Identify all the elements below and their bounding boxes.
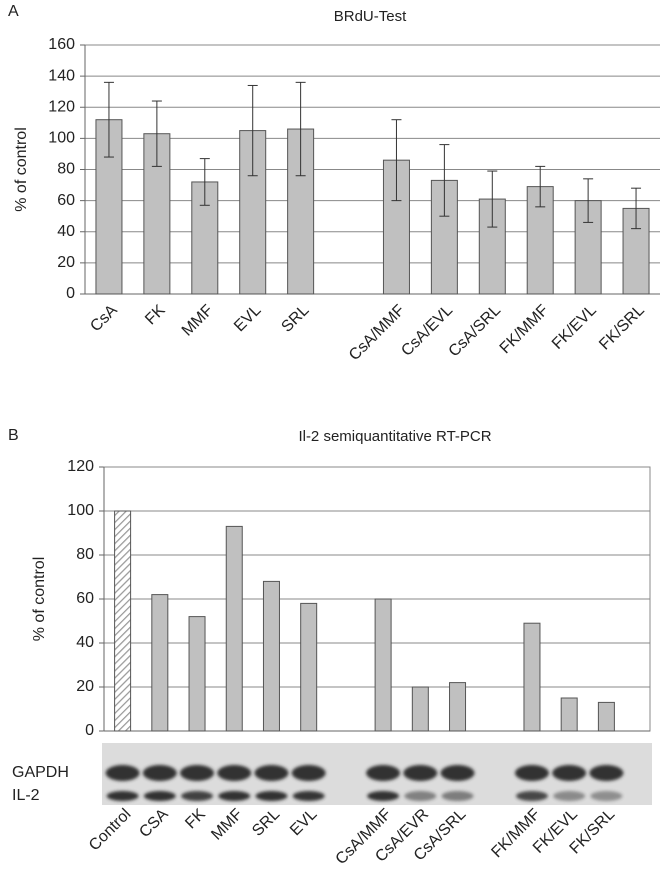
gel-band <box>367 791 399 801</box>
panel-label: B <box>8 427 19 444</box>
bar <box>598 702 614 731</box>
gel-band <box>441 765 475 781</box>
y-tick-label: 0 <box>66 285 75 302</box>
gel-band <box>181 791 213 801</box>
bar <box>412 687 428 731</box>
y-tick-label: 140 <box>48 67 75 84</box>
bar <box>375 599 391 731</box>
bar <box>524 623 540 731</box>
gel-band <box>552 765 586 781</box>
bar <box>301 603 317 731</box>
x-tick-label: SRL <box>249 806 283 840</box>
x-tick-label: FK/MMF <box>497 302 553 358</box>
bar <box>152 595 168 731</box>
y-tick-label: 0 <box>85 722 94 739</box>
x-tick-label: SRL <box>278 302 312 336</box>
x-tick-label: FK <box>182 806 209 833</box>
bar <box>450 683 466 731</box>
x-tick-label: MMF <box>179 302 217 340</box>
gel-band <box>293 791 325 801</box>
gel-band <box>590 791 622 801</box>
gel-band <box>403 765 437 781</box>
x-tick-label: EVL <box>231 302 264 335</box>
y-tick-label: 120 <box>48 98 75 115</box>
bar <box>189 617 205 731</box>
x-tick-label: FK/SRL <box>596 302 648 354</box>
y-tick-label: 80 <box>76 546 94 563</box>
gel-band <box>107 791 139 801</box>
x-tick-label: CsA/SRL <box>446 302 505 361</box>
gel-band <box>143 765 177 781</box>
gel-band <box>255 791 287 801</box>
gel-band <box>366 765 400 781</box>
y-tick-label: 40 <box>57 223 75 240</box>
chart-title: BRdU-Test <box>334 8 407 25</box>
y-tick-label: 100 <box>67 502 94 519</box>
chart-title: Il-2 semiquantitative RT-PCR <box>298 428 491 445</box>
y-axis-label: % of control <box>13 127 30 211</box>
gel-band <box>292 765 326 781</box>
x-tick-label: Control <box>86 806 135 855</box>
gel-band <box>180 765 214 781</box>
x-tick-label: EVL <box>287 806 320 839</box>
y-tick-label: 60 <box>76 590 94 607</box>
gel-band <box>254 765 288 781</box>
x-tick-label: CsA <box>87 302 121 336</box>
gel-band <box>515 765 549 781</box>
y-tick-label: 80 <box>57 161 75 178</box>
bar <box>115 511 131 731</box>
gel-band <box>218 791 250 801</box>
x-tick-label: MMF <box>208 806 246 844</box>
gel-band <box>404 791 436 801</box>
x-tick-label: CsA/MMF <box>346 302 408 364</box>
y-tick-label: 120 <box>67 458 94 475</box>
y-tick-label: 60 <box>57 192 75 209</box>
x-tick-label: FK/EVL <box>549 302 600 353</box>
gel-label: IL-2 <box>12 787 40 804</box>
x-tick-label: CSA <box>136 806 172 842</box>
bar <box>226 526 242 731</box>
bar <box>263 581 279 731</box>
gel-band <box>217 765 251 781</box>
gel-band <box>106 765 140 781</box>
gel-band <box>589 765 623 781</box>
x-tick-label: FK/MMF <box>488 806 544 862</box>
x-tick-label: FK <box>142 302 169 329</box>
gel-band <box>144 791 176 801</box>
y-tick-label: 40 <box>76 634 94 651</box>
y-tick-label: 160 <box>48 36 75 53</box>
gel-band <box>516 791 548 801</box>
panel-label: A <box>8 3 19 20</box>
figure: A BRdU-Test % of control 0 20 40 60 80 100 120 140… <box>0 0 666 885</box>
y-tick-label: 20 <box>76 678 94 695</box>
y-tick-label: 20 <box>57 254 75 271</box>
gel-label: GAPDH <box>12 764 69 781</box>
gel-band <box>442 791 474 801</box>
y-axis-label: % of control <box>31 557 48 641</box>
y-tick-label: 100 <box>48 130 75 147</box>
gel-band <box>553 791 585 801</box>
bar <box>561 698 577 731</box>
